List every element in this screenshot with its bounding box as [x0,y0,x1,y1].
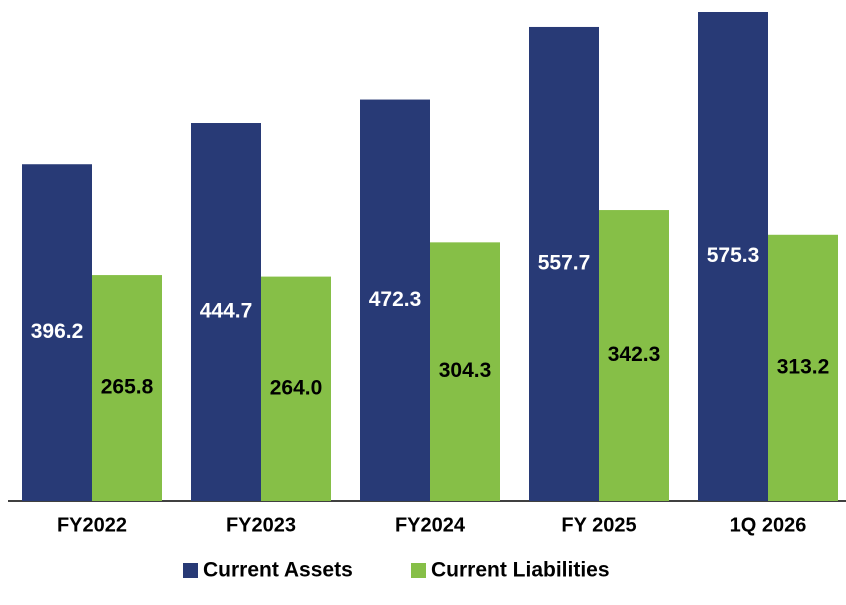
data-label: 304.3 [439,359,492,382]
bar [261,276,331,501]
data-label: 444.7 [200,300,253,323]
data-label: 313.2 [777,355,830,378]
data-label: 264.0 [270,376,323,399]
legend-swatch [411,563,426,578]
data-label: 342.3 [608,343,661,366]
bar [599,210,669,501]
legend-label: Current Liabilities [431,559,610,582]
bar [191,123,261,502]
data-label: 396.2 [31,320,84,343]
data-label: 265.8 [101,376,154,399]
data-label: 472.3 [369,288,422,311]
x-tick-label: FY2023 [226,514,296,536]
bar [430,242,500,501]
x-tick-label: 1Q 2026 [730,514,807,536]
data-label: 575.3 [707,244,760,267]
x-tick-label: FY2024 [395,514,466,536]
bar [768,234,838,501]
bar [360,99,430,501]
legend-swatch [183,563,198,578]
data-label: 557.7 [538,252,591,275]
bar [22,164,92,501]
bar [92,275,162,501]
legend-label: Current Assets [203,559,353,582]
x-tick-label: FY2022 [57,514,127,536]
bar [698,12,768,501]
bar [529,26,599,502]
x-tick-label: FY 2025 [561,514,636,536]
